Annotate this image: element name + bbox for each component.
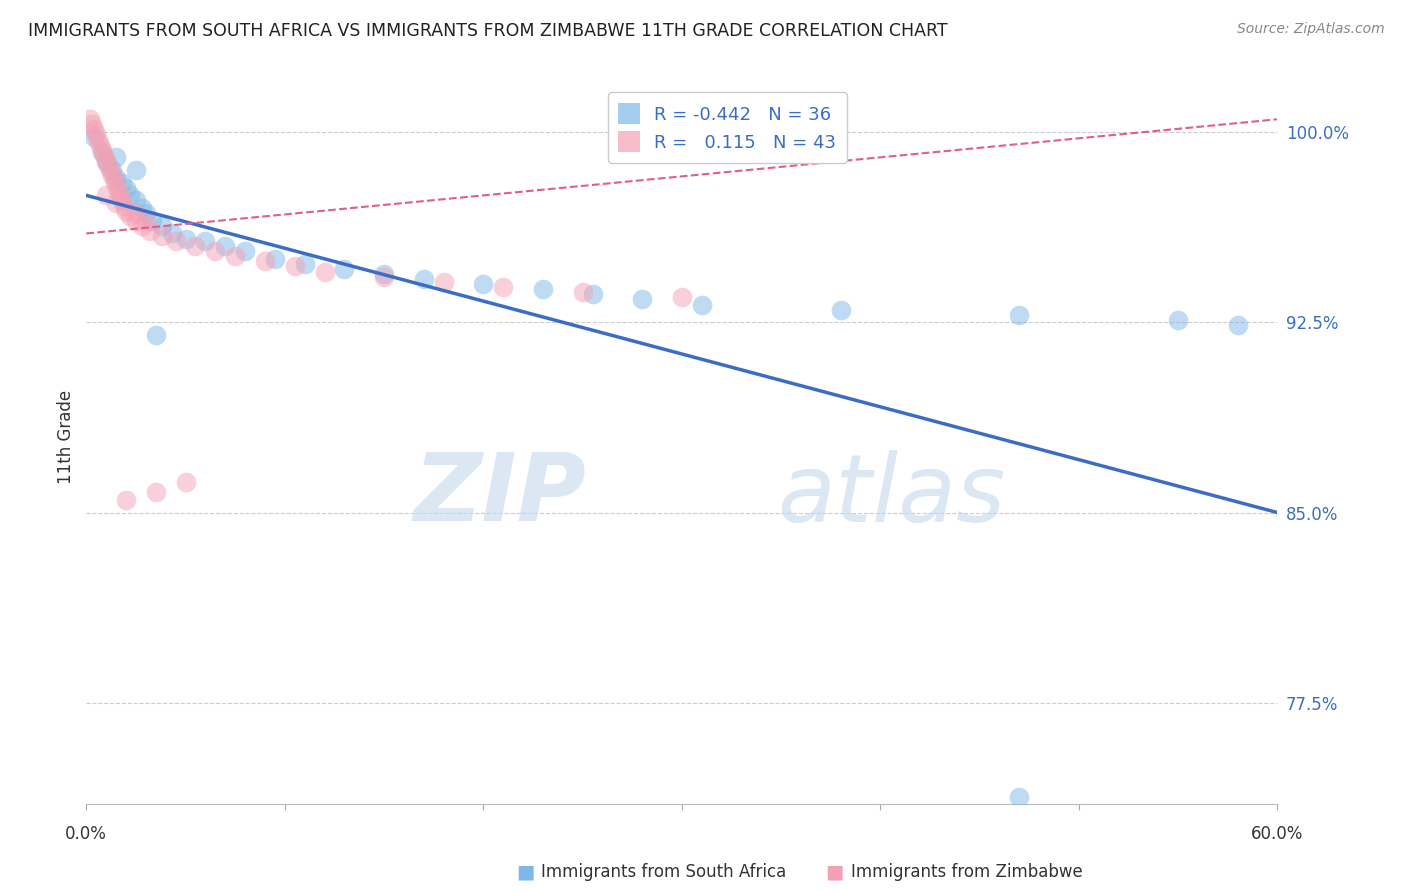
Point [294, 257, 316, 271]
Point [125, 163, 148, 178]
Point [141, 213, 163, 227]
Point [118, 209, 141, 223]
Point [690, 297, 713, 311]
Point [105, 170, 128, 185]
Y-axis label: 11th Grade: 11th Grade [58, 390, 75, 483]
Point [150, 229, 173, 244]
Point [174, 475, 197, 489]
Text: IMMIGRANTS FROM SOUTH AFRICA VS IMMIGRANTS FROM ZIMBABWE 11TH GRADE CORRELATION : IMMIGRANTS FROM SOUTH AFRICA VS IMMIGRAN… [28, 22, 948, 40]
Point [94, 155, 117, 169]
Point [83, 122, 105, 136]
Point [105, 196, 128, 211]
Point [145, 485, 167, 500]
Point [105, 178, 128, 193]
Point [115, 203, 138, 218]
Point [131, 219, 153, 233]
Point [101, 163, 124, 178]
Point [115, 492, 138, 507]
Text: 0.0%: 0.0% [65, 825, 107, 843]
Point [82, 117, 104, 131]
Point [131, 201, 153, 215]
Point [101, 168, 124, 182]
Point [79, 112, 101, 127]
Point [830, 302, 852, 317]
Text: Immigrants from South Africa: Immigrants from South Africa [541, 863, 786, 881]
Point [314, 264, 336, 278]
Text: ■: ■ [516, 863, 534, 882]
Text: ZIP: ZIP [413, 450, 586, 541]
Point [115, 181, 138, 195]
Point [94, 188, 117, 202]
Point [105, 150, 128, 164]
Point [125, 194, 148, 208]
Point [93, 148, 115, 162]
Point [184, 239, 207, 253]
Point [89, 137, 111, 152]
Point [472, 277, 495, 292]
Point [581, 287, 603, 301]
Point [91, 145, 114, 160]
Legend: R = -0.442   N = 36, R =   0.115   N = 43: R = -0.442 N = 36, R = 0.115 N = 43 [607, 92, 848, 163]
Point [150, 219, 173, 233]
Point [174, 231, 197, 245]
Point [83, 130, 105, 145]
Point [94, 153, 117, 167]
Point [1167, 312, 1189, 326]
Point [333, 262, 356, 277]
Point [103, 173, 125, 187]
Point [492, 279, 515, 293]
Point [412, 272, 434, 286]
Text: 60.0%: 60.0% [1251, 825, 1303, 843]
Point [118, 188, 141, 202]
Text: ■: ■ [825, 863, 844, 882]
Text: Immigrants from Zimbabwe: Immigrants from Zimbabwe [851, 863, 1083, 881]
Point [108, 188, 131, 202]
Point [112, 198, 135, 212]
Point [1008, 789, 1031, 804]
Point [160, 227, 183, 241]
Point [433, 275, 456, 289]
Point [571, 285, 593, 299]
Point [631, 293, 654, 307]
Point [145, 328, 167, 343]
Point [125, 206, 148, 220]
Point [165, 234, 187, 248]
Point [204, 244, 226, 259]
Point [1226, 318, 1249, 332]
Point [84, 128, 107, 142]
Point [107, 183, 129, 197]
Point [91, 143, 114, 157]
Point [233, 244, 256, 259]
Point [139, 224, 162, 238]
Point [671, 290, 693, 304]
Point [111, 194, 134, 208]
Point [373, 269, 395, 284]
Point [373, 267, 395, 281]
Point [135, 206, 157, 220]
Point [1008, 308, 1031, 322]
Point [97, 158, 120, 172]
Text: atlas: atlas [778, 450, 1005, 541]
Point [253, 254, 276, 268]
Point [135, 213, 157, 227]
Point [264, 252, 287, 266]
Point [214, 239, 236, 253]
Text: Source: ZipAtlas.com: Source: ZipAtlas.com [1237, 22, 1385, 37]
Point [111, 176, 134, 190]
Point [284, 260, 307, 274]
Point [531, 282, 554, 296]
Point [87, 132, 110, 146]
Point [194, 234, 217, 248]
Point [224, 249, 246, 263]
Point [98, 163, 121, 178]
Point [125, 213, 148, 227]
